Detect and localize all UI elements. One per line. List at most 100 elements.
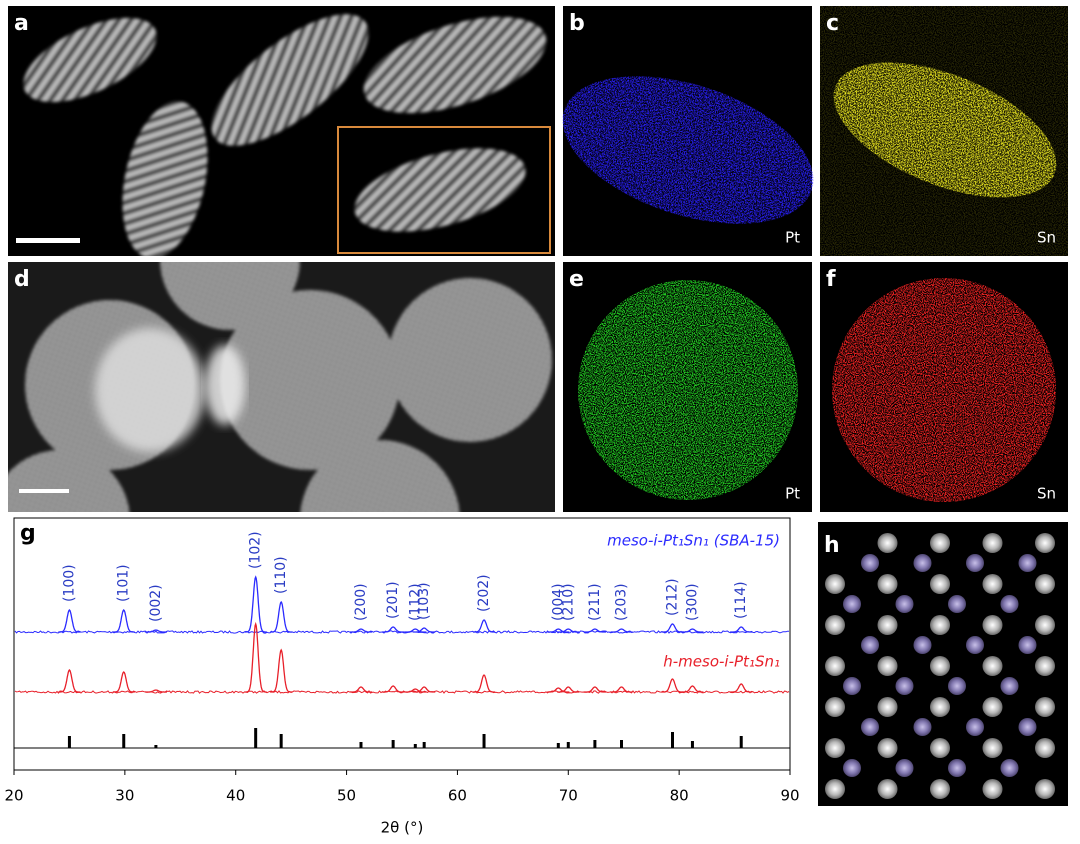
sn-atom — [877, 574, 898, 594]
diffraction-peak — [244, 621, 267, 693]
sn-atom — [982, 738, 1003, 758]
pt-atom — [948, 595, 966, 613]
diffraction-peak — [144, 689, 167, 693]
pt-atom — [1000, 677, 1019, 695]
sn-atom — [1035, 697, 1055, 717]
diffraction-peak — [472, 619, 496, 633]
diffraction-peak — [661, 678, 684, 693]
pt-atom — [1018, 636, 1037, 654]
sn-atom — [877, 697, 898, 717]
diffraction-peak — [661, 623, 684, 633]
sn-map — [832, 278, 1056, 502]
sn-atom — [930, 779, 950, 799]
pt-atom — [1000, 759, 1019, 777]
panel-label: f — [826, 267, 836, 292]
x-tick-label: 70 — [559, 787, 578, 805]
series-label: h-meso-i-Pt₁Sn₁ — [663, 653, 780, 671]
diffraction-peak — [382, 626, 405, 633]
pt-atom — [843, 759, 861, 777]
pt-atom — [966, 718, 984, 736]
plot-frame — [13, 517, 791, 771]
element-label: Sn — [1037, 229, 1056, 247]
panel-label: b — [569, 11, 585, 36]
diffraction-peak — [730, 626, 753, 633]
diffraction-peak — [58, 609, 81, 633]
atoms — [825, 533, 1055, 799]
diffraction-peak — [144, 629, 167, 633]
diffraction-peak — [547, 628, 570, 633]
pt-atom — [1018, 554, 1037, 572]
panel-label: e — [569, 267, 584, 292]
diffraction-peak — [472, 674, 496, 693]
x-tick-label: 90 — [780, 787, 799, 805]
x-axis-label: 2θ (°) — [381, 819, 424, 837]
pt-atom — [861, 718, 879, 736]
x-tick-label: 40 — [226, 787, 245, 805]
diffraction-peak — [681, 628, 704, 633]
sn-atom — [825, 738, 845, 758]
pt-atom — [861, 554, 879, 572]
sn-atom — [930, 656, 950, 676]
pt-atom — [913, 636, 932, 654]
diffraction-peak — [557, 686, 580, 693]
sn-atom — [1035, 574, 1055, 594]
diffraction-peak — [547, 687, 570, 693]
pt-atom — [948, 677, 966, 695]
xrd-chart: 20 30 40 50 60 70 80 90 2θ (°) meso-i-Pt₁Sn₁ (SBA… — [4, 531, 799, 836]
diffraction-peak — [404, 688, 427, 693]
diffraction-peak — [58, 669, 81, 693]
sn-atom — [982, 574, 1003, 594]
panel-label: h — [824, 533, 840, 558]
stem-image-d — [8, 262, 555, 512]
peak-label: (200) — [353, 583, 369, 621]
diffraction-peak — [112, 609, 135, 633]
peak-label: (100) — [61, 564, 77, 602]
sn-atom — [1035, 779, 1055, 799]
diffraction-peak — [610, 628, 633, 633]
peak-label: (102) — [248, 531, 264, 569]
sn-atom — [982, 779, 1003, 799]
diffraction-peak — [583, 628, 606, 633]
pt-map — [578, 280, 798, 500]
diffraction-peak — [270, 600, 293, 633]
x-tick-label: 50 — [337, 787, 356, 805]
pt-atom — [895, 759, 914, 777]
diffraction-peak — [413, 686, 436, 693]
pt-atom — [895, 595, 914, 613]
sn-atom — [930, 697, 950, 717]
sn-atom — [877, 779, 898, 799]
diffraction-peak — [270, 648, 293, 693]
sn-atom — [1035, 656, 1055, 676]
diffraction-peak — [382, 685, 405, 693]
sn-atom — [930, 615, 950, 635]
peak-label: (201) — [385, 581, 401, 619]
x-tick-label: 60 — [448, 787, 467, 805]
pt-atom — [843, 677, 861, 695]
sn-atom — [982, 697, 1003, 717]
peak-label: (101) — [116, 564, 132, 602]
pt-atom — [913, 718, 932, 736]
peak-label: (110) — [273, 556, 289, 594]
diffraction-peak — [404, 628, 427, 633]
diffraction-peak — [681, 685, 704, 693]
sn-atom — [877, 738, 898, 758]
sn-atom — [825, 615, 845, 635]
sn-atom — [825, 697, 845, 717]
diffraction-peak — [413, 627, 436, 633]
sn-atom — [1035, 615, 1055, 635]
peak-label: (202) — [476, 574, 492, 612]
series-label: meso-i-Pt₁Sn₁ (SBA-15) — [607, 532, 780, 550]
peak-label: (112) — [407, 583, 423, 621]
sn-atom — [825, 779, 845, 799]
peak-label: (211) — [587, 583, 603, 621]
peak-label: (002) — [148, 584, 164, 622]
pt-atom — [895, 677, 914, 695]
panel-label: c — [826, 11, 839, 36]
element-label: Pt — [785, 485, 800, 503]
sn-atom — [982, 533, 1003, 553]
sn-atom — [1035, 533, 1055, 553]
sn-atom — [982, 656, 1003, 676]
sn-atom — [930, 574, 950, 594]
peak-label: (114) — [733, 581, 749, 619]
